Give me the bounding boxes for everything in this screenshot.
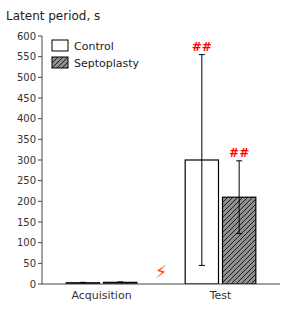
- y-tick: [38, 180, 42, 181]
- y-tick: [38, 201, 42, 202]
- error-bar: [117, 281, 123, 283]
- y-axis: [42, 36, 43, 284]
- x-axis: [42, 284, 280, 285]
- legend-label: Control: [74, 40, 114, 53]
- significance-label: ##: [229, 146, 249, 160]
- error-bar: [199, 55, 205, 266]
- y-tick: [38, 160, 42, 161]
- y-tick: [38, 284, 42, 285]
- x-tick-label: Test: [209, 289, 232, 302]
- error-bar-cap: [199, 54, 205, 55]
- error-bar: [236, 161, 242, 234]
- y-tick: [38, 118, 42, 119]
- y-tick-label: 400: [17, 113, 36, 124]
- bars: [66, 55, 256, 284]
- y-tick: [38, 263, 42, 264]
- error-bar-cap: [236, 233, 242, 234]
- y-label: Latent period, s: [6, 9, 100, 23]
- y-tick: [38, 222, 42, 223]
- legend-swatch: [52, 40, 68, 51]
- legend-swatch: [52, 57, 68, 68]
- error-bar-cap: [117, 281, 123, 282]
- y-tick-label: 600: [17, 31, 36, 42]
- chart: Latent period, s 0 50 100 150 200 250 300 350 400…: [0, 0, 289, 312]
- y-tick-label: 250: [17, 175, 36, 186]
- y-tick-label: 200: [17, 196, 36, 207]
- y-tick-label: 100: [17, 237, 36, 248]
- error-bar-stem: [201, 55, 202, 266]
- error-bar: [80, 282, 86, 284]
- annotation-symbol: ⚡: [155, 261, 168, 282]
- legend-label: Septoplasty: [74, 57, 140, 70]
- y-tick: [38, 77, 42, 78]
- y-tick-label: 50: [23, 258, 36, 269]
- y-tick: [38, 139, 42, 140]
- y-tick: [38, 56, 42, 57]
- y-tick-label: 450: [17, 93, 36, 104]
- y-tick-label: 550: [17, 51, 36, 62]
- y-tick-label: 350: [17, 134, 36, 145]
- error-bar-cap: [117, 282, 123, 283]
- y-tick: [38, 36, 42, 37]
- significance-label: ##: [192, 40, 212, 54]
- error-bar-cap: [199, 265, 205, 266]
- error-bar-stem: [239, 161, 240, 234]
- y-tick: [38, 242, 42, 243]
- x-tick-label: Acquisition: [71, 289, 131, 302]
- error-bar-cap: [80, 282, 86, 283]
- y-tick-label: 150: [17, 217, 36, 228]
- y-tick-label: 300: [17, 155, 36, 166]
- y-tick: [38, 98, 42, 99]
- error-bar-cap: [236, 160, 242, 161]
- y-tick-label: 0: [30, 279, 36, 290]
- y-tick-label: 500: [17, 72, 36, 83]
